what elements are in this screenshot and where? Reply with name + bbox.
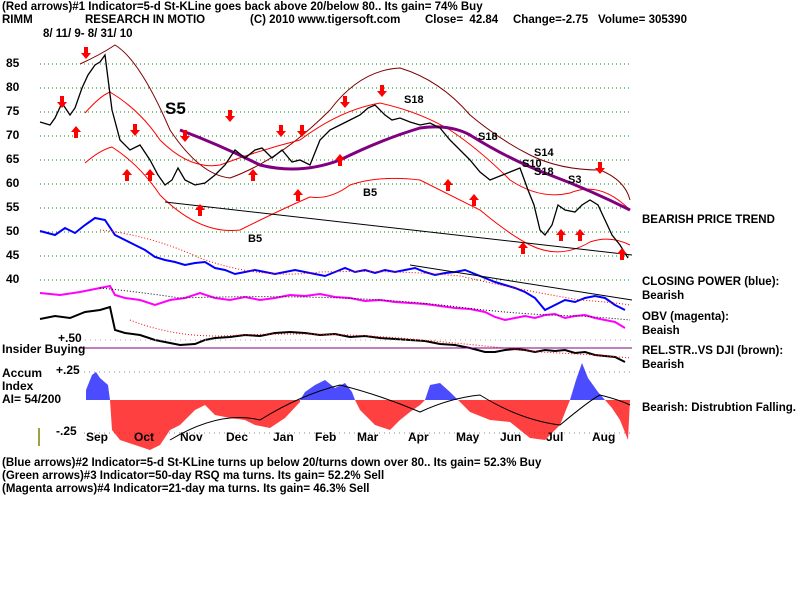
- x-tick: Aug: [592, 430, 616, 444]
- x-tick: Mar: [357, 430, 379, 444]
- minus25-label: -.25: [56, 424, 77, 438]
- insider-buying-label: Insider Buying: [2, 342, 86, 356]
- y-tick: 50: [6, 224, 20, 238]
- indicator-3-line: (Green arrows)#3 Indicator=50-day RSQ ma…: [2, 470, 385, 482]
- plus50-label: +.50: [58, 331, 82, 345]
- company-name: RESEARCH IN MOTIO: [85, 14, 206, 26]
- y-tick: 60: [6, 176, 20, 190]
- y-tick: 40: [6, 272, 20, 286]
- x-tick: Feb: [315, 430, 337, 444]
- accum-label: Accum: [2, 366, 43, 380]
- x-tick: Oct: [134, 430, 155, 444]
- indicator-1-line: (Red arrows)#1 Indicator=5-d St-KLine go…: [2, 1, 483, 13]
- signal-label-s18: S18: [404, 94, 424, 106]
- change-value: Change=-2.75: [513, 14, 589, 26]
- y-tick: 55: [6, 200, 20, 214]
- y-tick: 45: [6, 248, 20, 262]
- ai-label: AI= 54/200: [2, 392, 62, 406]
- x-tick: Apr: [408, 430, 429, 444]
- signal-label-s18: S18: [478, 131, 498, 143]
- signal-label-s3: S3: [568, 174, 582, 186]
- y-tick: 85: [6, 56, 20, 70]
- obv-value: Beaish: [642, 325, 680, 337]
- closing-power-value: Bearish: [642, 290, 685, 302]
- x-tick: Jun: [500, 430, 522, 444]
- signal-label-s18: S18: [534, 166, 554, 178]
- obv-note: OBV (magenta):: [642, 311, 729, 323]
- accum-note: Bearish: Distrubtion Falling.: [642, 402, 796, 414]
- close-value: Close= 42.84: [425, 14, 499, 26]
- copyright: (C) 2010 www.tigersoft.com: [250, 14, 401, 26]
- date-range: 8/ 11/ 9- 8/ 31/ 10: [43, 28, 133, 40]
- closing-power-note: CLOSING POWER (blue):: [642, 276, 780, 288]
- signal-label-b5: B5: [363, 187, 378, 199]
- y-tick: 75: [6, 104, 20, 118]
- signal-label-s14: S14: [534, 147, 554, 159]
- relstr-value: Bearish: [642, 359, 685, 371]
- x-tick: Jul: [546, 430, 564, 444]
- x-tick: Dec: [226, 430, 249, 444]
- price-trend-note: BEARISH PRICE TREND: [642, 214, 775, 226]
- volume-value: Volume= 305390: [598, 14, 687, 26]
- y-tick: 70: [6, 128, 20, 142]
- x-tick: Sep: [86, 430, 109, 444]
- plus25-label: +.25: [56, 363, 80, 377]
- signal-label-s10: S10: [522, 158, 542, 170]
- y-tick: 80: [6, 80, 20, 94]
- signal-label-b5: B5: [248, 233, 263, 245]
- y-tick: 65: [6, 152, 20, 166]
- indicator-2-line: (Blue arrows)#2 Indicator=5-d St-KLine t…: [2, 457, 542, 469]
- signal-label-s5: S5: [165, 99, 186, 118]
- accum-index-label: Index: [2, 379, 34, 393]
- x-tick: Nov: [180, 430, 203, 444]
- x-tick: May: [456, 430, 480, 444]
- indicator-4-line: (Magenta arrows)#4 Indicator=21-day ma t…: [2, 483, 370, 495]
- relstr-note: REL.STR..VS DJI (brown):: [642, 345, 784, 357]
- x-tick: Jan: [273, 430, 294, 444]
- ticker: RIMM: [2, 14, 33, 26]
- signal-arrows: [57, 47, 627, 260]
